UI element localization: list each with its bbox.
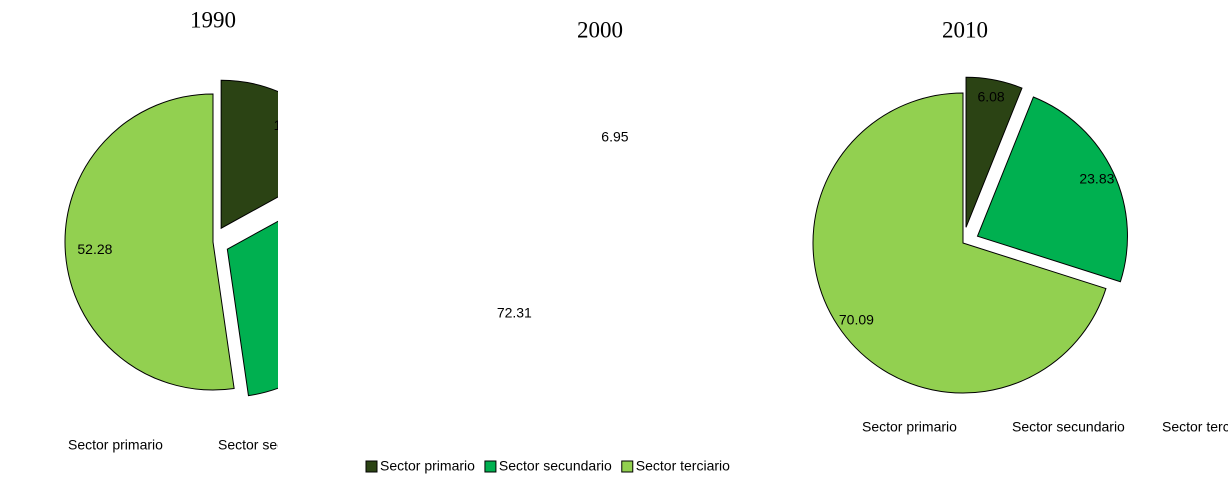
pie-chart: 2010 6.08 23.83 70.09 Sector primario Sector … — [812, 17, 1228, 435]
pie-slice — [812, 92, 1107, 394]
value-label: 6.08 — [977, 88, 1004, 104]
legend-label: Sector primario — [380, 458, 475, 474]
category-label: Sector primario — [68, 437, 163, 453]
value-label: 20.74 — [674, 187, 709, 203]
category-label: Sector terciario — [368, 437, 462, 453]
legend-label: Sector terciario — [636, 458, 730, 474]
pie-slice — [226, 220, 278, 397]
value-label: 23.83 — [1079, 171, 1114, 187]
pie-slice — [976, 96, 1128, 283]
pie-chart: 2000 6.95 20.74 72.31 — [497, 17, 709, 321]
pie-slice — [220, 79, 278, 230]
category-label: Sector secundario — [1012, 419, 1125, 435]
category-label: Sector terciario — [1162, 419, 1228, 435]
category-label: Sector secundario — [218, 437, 331, 453]
legend-label: Sector secundario — [499, 458, 612, 474]
pie-slice — [64, 93, 235, 391]
value-label: 72.31 — [497, 305, 532, 321]
value-label: 52.28 — [77, 241, 112, 257]
chart-title: 2000 — [577, 17, 623, 42]
legend-swatch — [484, 460, 497, 473]
value-label: 30.72 — [316, 293, 351, 309]
legend-swatch — [621, 460, 634, 473]
chart-title: 1990 — [190, 7, 236, 32]
value-label: 17 — [274, 117, 290, 133]
category-label: Sector primario — [862, 419, 957, 435]
legend-swatch — [365, 460, 378, 473]
value-label: 70.09 — [839, 312, 874, 328]
value-label: 6.95 — [601, 128, 628, 144]
pie-slice — [965, 76, 1023, 228]
chart-title: 2010 — [942, 17, 988, 42]
pie-chart: 1990 17 30.72 52.28 Sector primario Sector se… — [64, 7, 462, 453]
